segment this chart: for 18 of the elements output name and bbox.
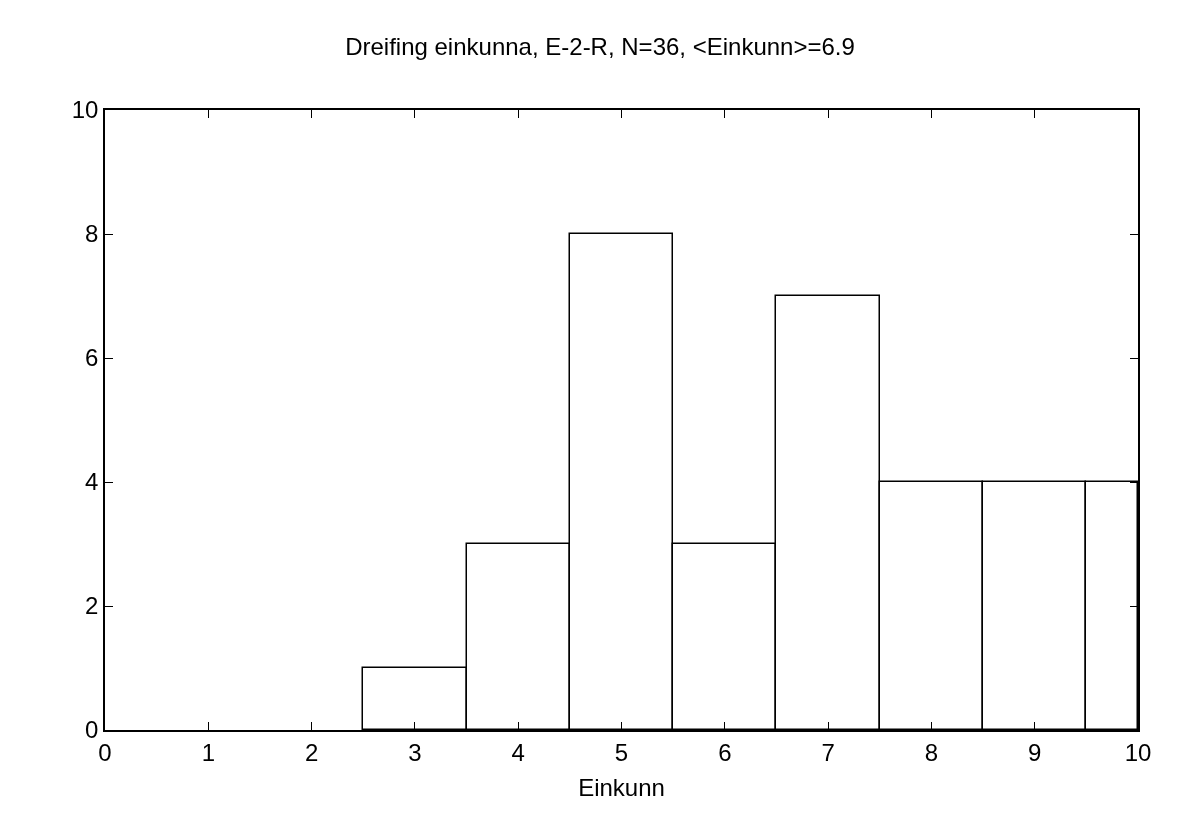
x-tick-label: 8	[924, 738, 939, 766]
y-tick-label: 2	[85, 592, 99, 620]
y-tick-label: 0	[85, 716, 99, 744]
x-tick-label: 2	[304, 738, 319, 766]
x-axis-title: Einkunn	[578, 774, 665, 802]
x-tick-label: 7	[821, 738, 835, 766]
chart-title: Dreifing einkunna, E-2-R, N=36, <Einkunn>=6.9	[345, 32, 855, 60]
y-tick-label: 10	[71, 96, 99, 124]
y-tick-label: 8	[85, 220, 99, 248]
x-tick-label: 9	[1028, 738, 1042, 766]
x-tick-label: 3	[408, 738, 422, 766]
x-tick-label: 4	[511, 738, 525, 766]
x-tick-label: 5	[614, 738, 629, 766]
x-tick-label: 6	[718, 738, 732, 766]
y-tick-label: 4	[85, 468, 99, 496]
x-tick-label: 1	[201, 738, 215, 766]
y-tick-label: 6	[85, 344, 99, 372]
x-tick-label: 10	[1124, 738, 1152, 766]
